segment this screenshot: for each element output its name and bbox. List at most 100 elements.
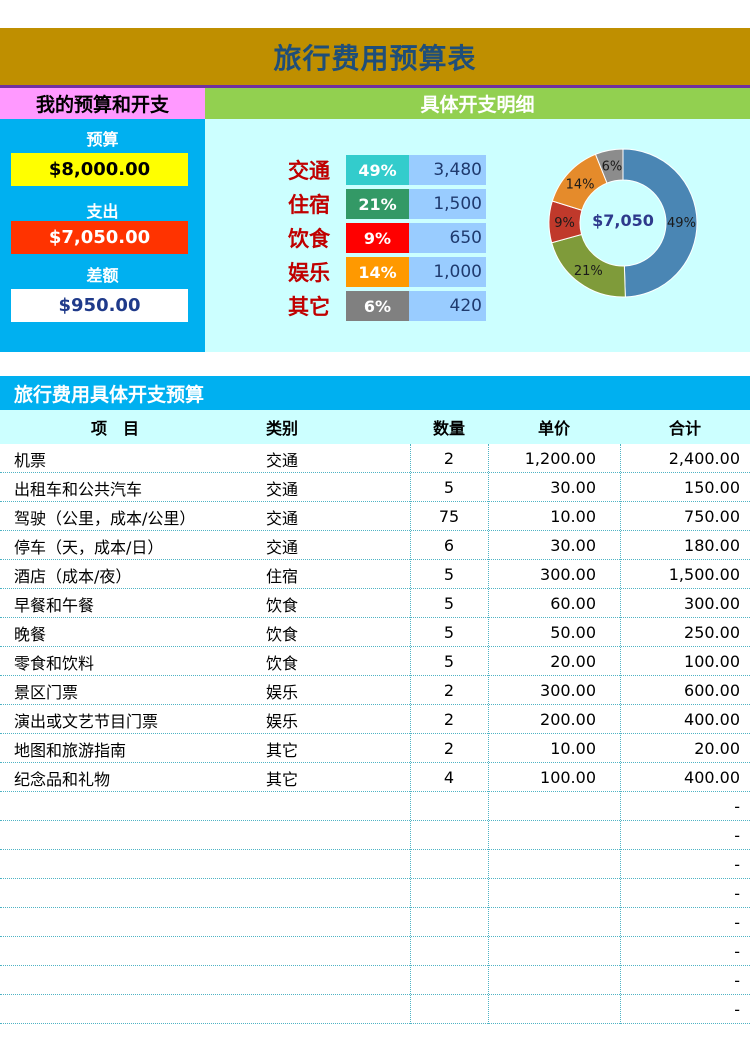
category-amount: 1,500 bbox=[409, 189, 486, 219]
donut-center-total: $7,050 bbox=[592, 211, 654, 230]
cell-quantity bbox=[410, 937, 488, 966]
cell-category: 其它 bbox=[266, 740, 299, 760]
cell-category bbox=[266, 879, 406, 908]
cell-quantity: 5 bbox=[443, 565, 455, 584]
donut-slice bbox=[594, 148, 624, 184]
budget-label: 预算 bbox=[86, 130, 119, 149]
cell-total: - bbox=[734, 855, 740, 874]
cell-unit-price: 30.00 bbox=[550, 536, 596, 555]
header-item: 项 目 bbox=[90, 419, 139, 438]
donut-slice-label: 6% bbox=[602, 160, 623, 175]
cell-category bbox=[266, 966, 406, 995]
category-name: 娱乐 bbox=[288, 261, 330, 285]
cell-unit-price bbox=[488, 966, 596, 995]
header-total: 合计 bbox=[668, 419, 701, 438]
cell-total: 1,500.00 bbox=[668, 565, 740, 584]
table-row: - bbox=[0, 966, 750, 995]
category-amount: 1,000 bbox=[409, 257, 486, 287]
donut-slice-label: 21% bbox=[574, 264, 603, 279]
budget-value: $8,000.00 bbox=[11, 153, 188, 186]
cell-total: - bbox=[734, 971, 740, 990]
cell-total: 100.00 bbox=[684, 652, 740, 671]
cell-quantity: 2 bbox=[443, 739, 455, 758]
budget-panel-header: 我的预算和开支 bbox=[0, 88, 205, 119]
cell-item bbox=[14, 937, 264, 966]
cell-total: 750.00 bbox=[684, 507, 740, 526]
cell-quantity: 2 bbox=[443, 710, 455, 729]
category-amount: 650 bbox=[409, 223, 486, 253]
table-row: 零食和饮料 饮食 5 20.00 100.00 bbox=[0, 647, 750, 676]
cell-category bbox=[266, 821, 406, 850]
expense-label: 支出 bbox=[86, 202, 119, 221]
cell-quantity bbox=[410, 792, 488, 821]
table-header-row bbox=[0, 410, 750, 444]
cell-unit-price bbox=[488, 995, 596, 1024]
category-amount: 420 bbox=[409, 291, 486, 321]
cell-item: 演出或文艺节目门票 bbox=[14, 711, 159, 731]
cell-unit-price: 300.00 bbox=[540, 681, 596, 700]
cell-total: 300.00 bbox=[684, 594, 740, 613]
table-row: 酒店（成本/夜） 住宿 5 300.00 1,500.00 bbox=[0, 560, 750, 589]
cell-unit-price: 50.00 bbox=[550, 623, 596, 642]
category-name: 住宿 bbox=[288, 193, 330, 217]
page-title: 旅行费用预算表 bbox=[0, 28, 750, 85]
column-divider bbox=[620, 444, 621, 1024]
cell-quantity bbox=[410, 995, 488, 1024]
cell-unit-price bbox=[488, 937, 596, 966]
cell-unit-price: 100.00 bbox=[540, 768, 596, 787]
cell-category: 住宿 bbox=[266, 566, 299, 586]
category-percent: 9% bbox=[346, 223, 409, 253]
cell-category: 娱乐 bbox=[266, 711, 299, 731]
cell-category: 饮食 bbox=[266, 653, 299, 673]
cell-item: 纪念品和礼物 bbox=[14, 769, 111, 789]
cell-unit-price bbox=[488, 879, 596, 908]
table-row: 出租车和公共汽车 交通 5 30.00 150.00 bbox=[0, 473, 750, 502]
donut-slice bbox=[622, 148, 698, 298]
cell-quantity: 5 bbox=[443, 623, 455, 642]
category-name: 其它 bbox=[288, 295, 330, 319]
header-unit-price: 单价 bbox=[537, 419, 570, 438]
table-section-title: 旅行费用具体开支预算 bbox=[0, 376, 750, 410]
expense-donut-chart: 49% 21% 9% 14% 6% $7,050 bbox=[548, 148, 698, 298]
cell-unit-price: 60.00 bbox=[550, 594, 596, 613]
cell-quantity bbox=[410, 879, 488, 908]
cell-quantity bbox=[410, 908, 488, 937]
category-percent: 21% bbox=[346, 189, 409, 219]
table-row: - bbox=[0, 792, 750, 821]
cell-total: 150.00 bbox=[684, 478, 740, 497]
donut-slice-label: 14% bbox=[566, 177, 595, 192]
cell-total: 250.00 bbox=[684, 623, 740, 642]
cell-quantity bbox=[410, 850, 488, 879]
cell-total: - bbox=[734, 797, 740, 816]
cell-quantity bbox=[410, 821, 488, 850]
header-quantity: 数量 bbox=[432, 419, 465, 438]
cell-quantity: 75 bbox=[438, 507, 460, 526]
cell-category: 交通 bbox=[266, 537, 299, 557]
cell-total: 180.00 bbox=[684, 536, 740, 555]
cell-item: 停车（天，成本/日） bbox=[14, 537, 164, 557]
cell-quantity: 5 bbox=[443, 594, 455, 613]
category-percent: 6% bbox=[346, 291, 409, 321]
cell-unit-price: 10.00 bbox=[550, 739, 596, 758]
table-row: 演出或文艺节目门票 娱乐 2 200.00 400.00 bbox=[0, 705, 750, 734]
cell-unit-price bbox=[488, 821, 596, 850]
cell-item bbox=[14, 879, 264, 908]
table-row: - bbox=[0, 937, 750, 966]
table-row: 地图和旅游指南 其它 2 10.00 20.00 bbox=[0, 734, 750, 763]
table-row: 晚餐 饮食 5 50.00 250.00 bbox=[0, 618, 750, 647]
cell-unit-price: 20.00 bbox=[550, 652, 596, 671]
cell-total: 20.00 bbox=[694, 739, 740, 758]
category-name: 饮食 bbox=[288, 227, 330, 251]
cell-total: - bbox=[734, 913, 740, 932]
cell-total: 400.00 bbox=[684, 768, 740, 787]
cell-total: 400.00 bbox=[684, 710, 740, 729]
cell-item: 晚餐 bbox=[14, 624, 47, 644]
column-divider bbox=[410, 444, 411, 1024]
column-divider bbox=[488, 444, 489, 1024]
cell-category bbox=[266, 792, 406, 821]
table-row: - bbox=[0, 879, 750, 908]
cell-quantity: 6 bbox=[443, 536, 455, 555]
category-amount: 3,480 bbox=[409, 155, 486, 185]
donut-slice-label: 49% bbox=[667, 216, 696, 231]
cell-category: 交通 bbox=[266, 450, 299, 470]
